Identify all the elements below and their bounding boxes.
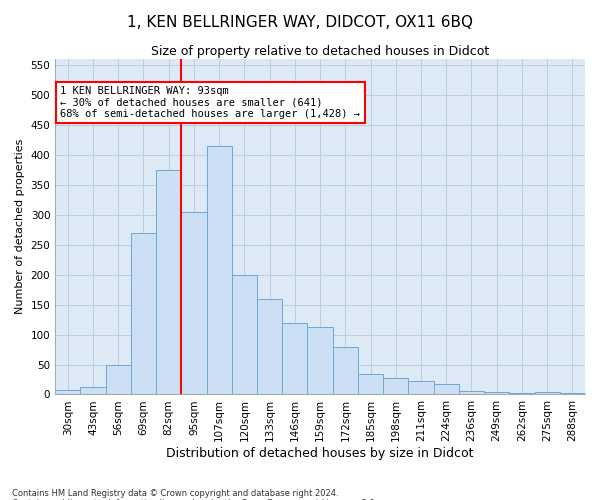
- Text: 1, KEN BELLRINGER WAY, DIDCOT, OX11 6BQ: 1, KEN BELLRINGER WAY, DIDCOT, OX11 6BQ: [127, 15, 473, 30]
- Bar: [106, 364, 131, 394]
- Bar: [206, 146, 232, 394]
- Bar: [484, 392, 509, 394]
- Bar: [156, 170, 181, 394]
- Bar: [55, 390, 80, 394]
- Bar: [409, 382, 434, 394]
- Bar: [383, 378, 409, 394]
- Bar: [535, 392, 560, 394]
- Y-axis label: Number of detached properties: Number of detached properties: [15, 139, 25, 314]
- Title: Size of property relative to detached houses in Didcot: Size of property relative to detached ho…: [151, 45, 489, 58]
- Bar: [181, 212, 206, 394]
- Bar: [358, 374, 383, 394]
- Bar: [434, 384, 459, 394]
- Bar: [332, 346, 358, 395]
- Text: Contains HM Land Registry data © Crown copyright and database right 2024.: Contains HM Land Registry data © Crown c…: [12, 488, 338, 498]
- Bar: [131, 233, 156, 394]
- Text: Contains public sector information licensed under the Open Government Licence v3: Contains public sector information licen…: [12, 498, 377, 500]
- Text: 1 KEN BELLRINGER WAY: 93sqm
← 30% of detached houses are smaller (641)
68% of se: 1 KEN BELLRINGER WAY: 93sqm ← 30% of det…: [61, 86, 361, 119]
- Bar: [459, 392, 484, 394]
- Bar: [257, 298, 282, 394]
- Bar: [232, 274, 257, 394]
- Bar: [80, 388, 106, 394]
- Bar: [282, 322, 307, 394]
- X-axis label: Distribution of detached houses by size in Didcot: Distribution of detached houses by size …: [166, 447, 474, 460]
- Bar: [307, 327, 332, 394]
